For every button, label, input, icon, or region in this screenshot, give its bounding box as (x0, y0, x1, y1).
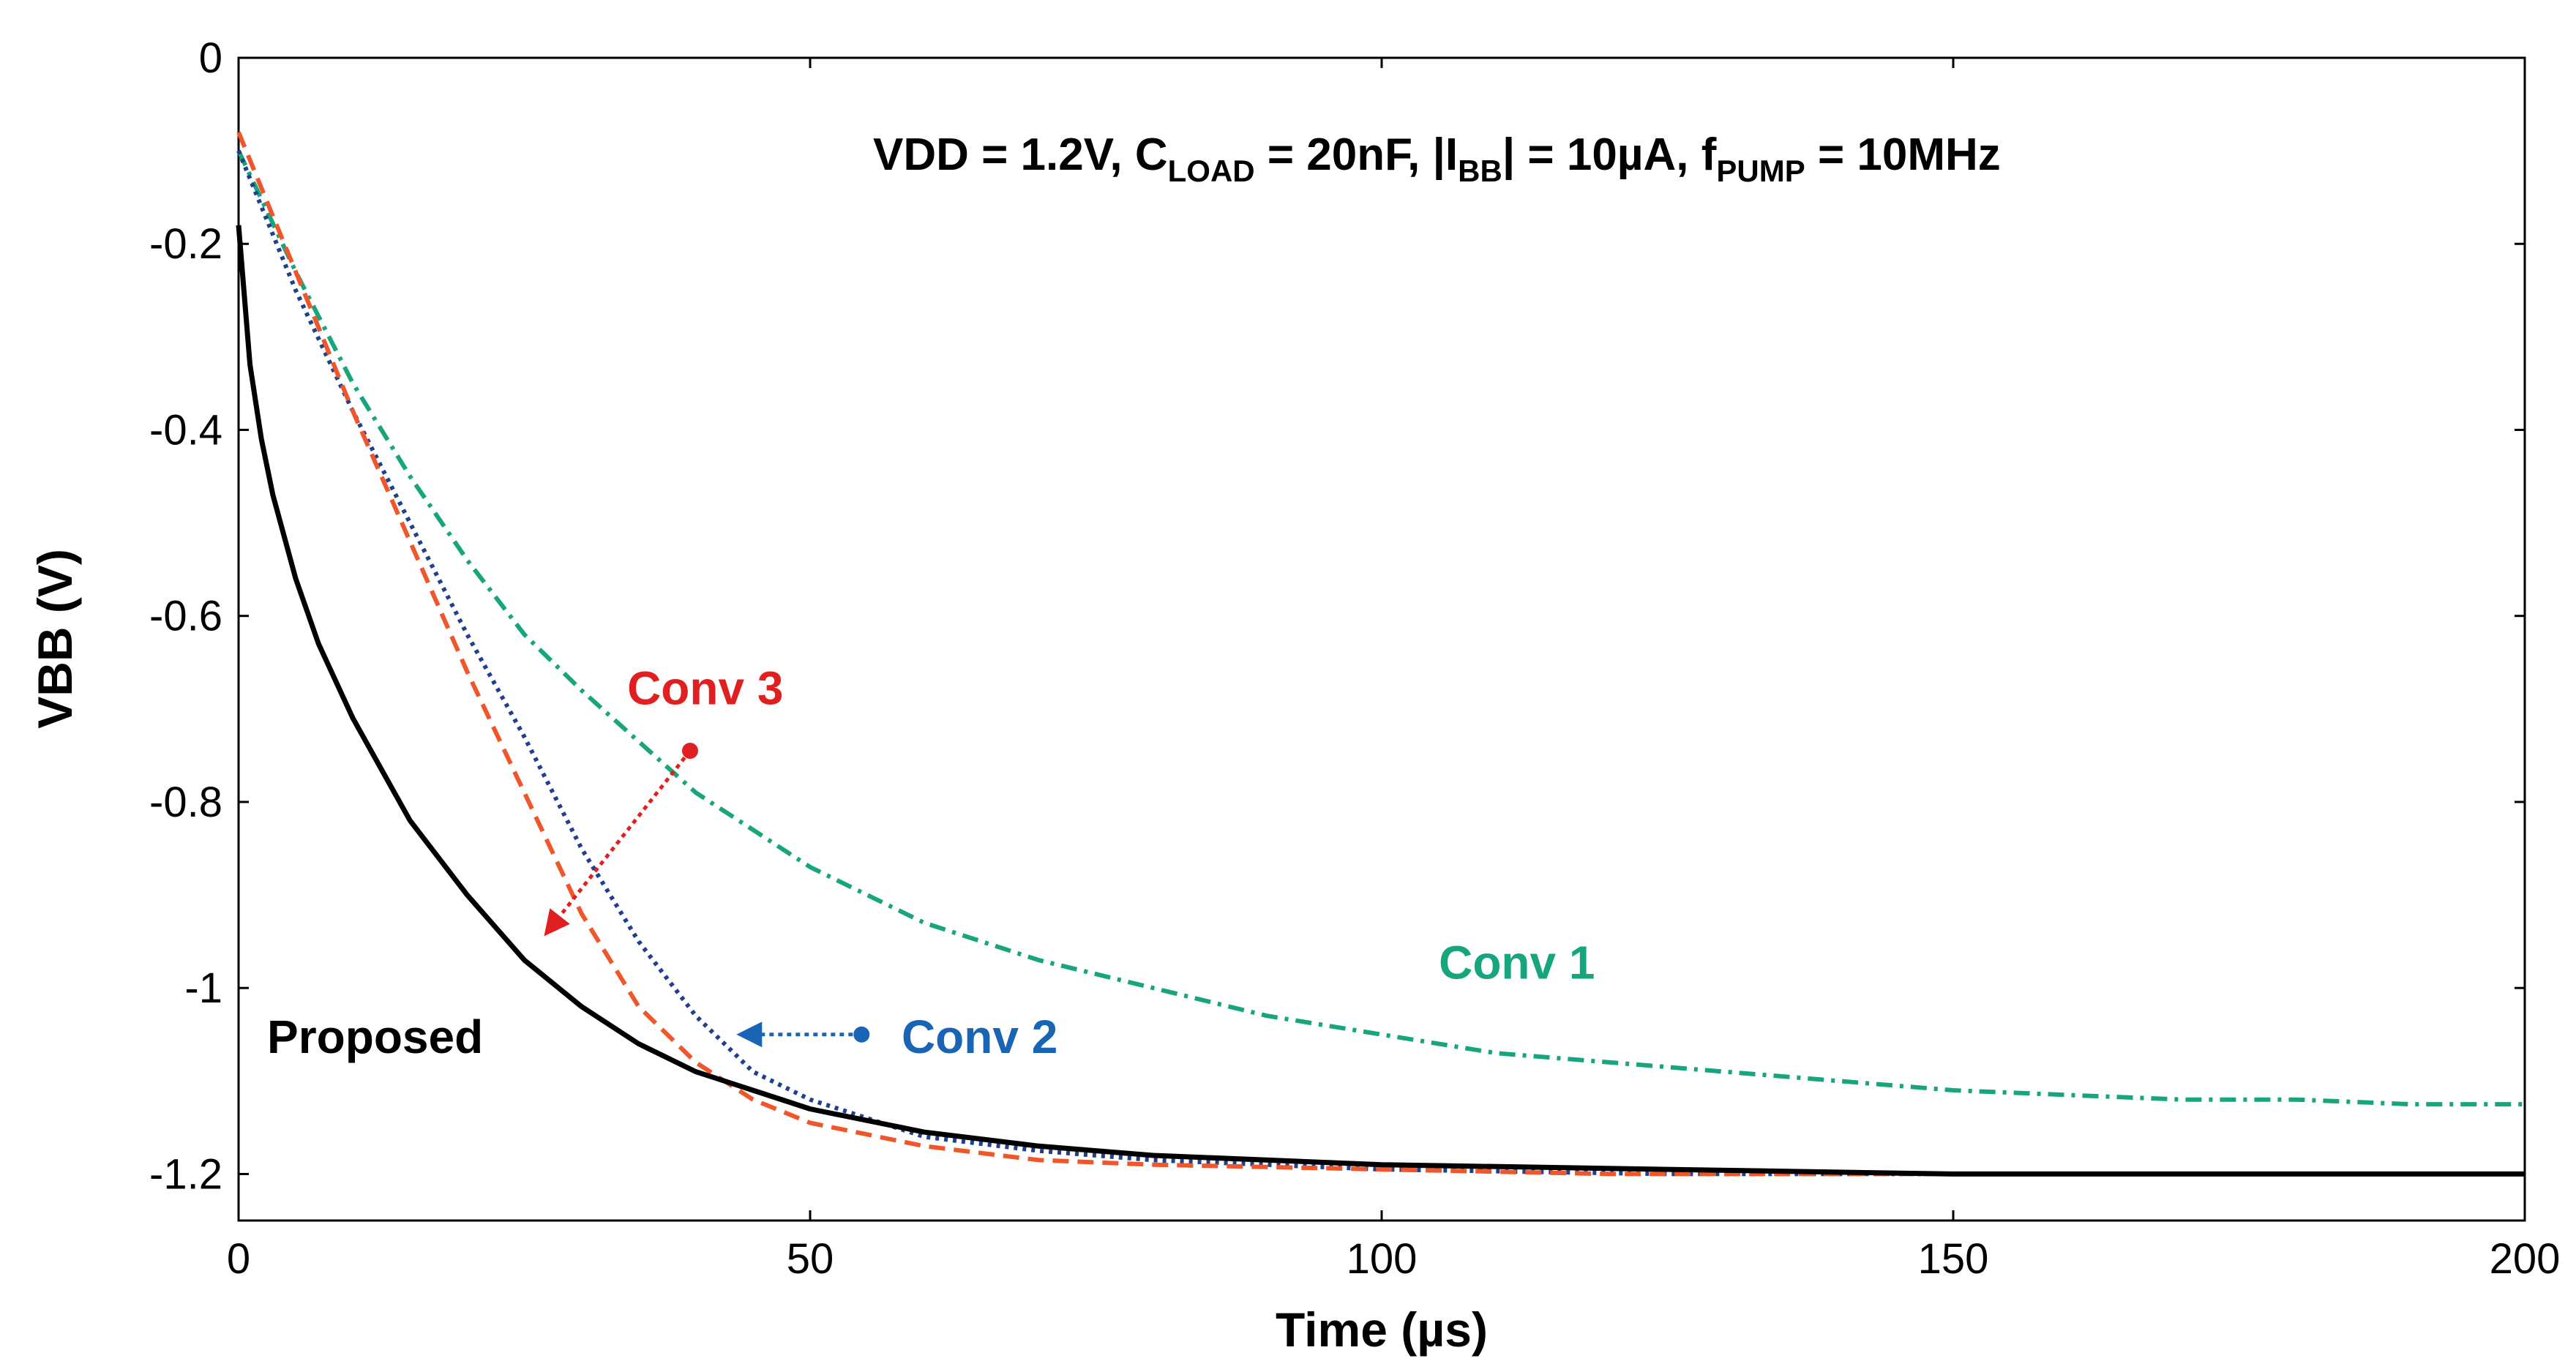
x-tick-label: 200 (2490, 1235, 2561, 1283)
series-line-proposed (236, 225, 2525, 1177)
series-line-conv-2 (236, 149, 2525, 1177)
arrow-layer (544, 743, 870, 1048)
y-tick-label: -0.2 (149, 220, 222, 268)
annotation-part-4: = 10MHz (1805, 130, 2001, 180)
chart-annotation: VDD = 1.2V, CLOAD = 20nF, |IBB| = 10µA, … (873, 130, 2001, 188)
x-tick-label: 100 (1347, 1235, 1418, 1283)
annotation-sub-bb: BB (1458, 154, 1502, 188)
series-label-conv-1: Conv 1 (1439, 936, 1595, 989)
series-line-conv-3 (236, 131, 1953, 1177)
y-tick-label: -1 (184, 964, 222, 1012)
conv3-arrow-origin-dot (681, 743, 698, 760)
y-axis-label: VBB (V) (28, 549, 82, 729)
conv2-arrow-origin-dot (853, 1026, 870, 1043)
series-label-conv-2: Conv 2 (902, 1011, 1057, 1063)
series-label-layer: Proposed Conv 1 Conv 2 Conv 3 (267, 661, 1595, 1063)
x-tick-label: 150 (1918, 1235, 1989, 1283)
y-tick-label: -0.8 (149, 779, 222, 826)
series-label-conv-3: Conv 3 (627, 661, 783, 714)
y-tick-label: -1.2 (149, 1150, 222, 1198)
conv3-arrow (544, 749, 692, 937)
annotation-sub-pump: PUMP (1716, 154, 1805, 188)
annotation-part-1: VDD = 1.2V, C (873, 130, 1168, 180)
x-tick-label: 50 (787, 1235, 834, 1283)
series-line-conv-1 (236, 149, 2525, 1107)
y-tick-label: 0 (199, 34, 222, 82)
plot-frame (237, 56, 2526, 1222)
y-tick-label: -0.4 (149, 406, 222, 454)
y-tick-label: -0.6 (149, 593, 222, 640)
series-label-proposed: Proposed (267, 1011, 483, 1063)
x-tick-label: 0 (227, 1235, 250, 1283)
annotation-sub-load: LOAD (1168, 154, 1255, 188)
annotation-part-2: = 20nF, |I (1255, 130, 1459, 181)
annotation-part-3: | = 10µA, f (1502, 130, 1717, 181)
series-layer (236, 131, 2525, 1177)
x-axis-label: Time (µs) (1276, 1302, 1488, 1357)
tick-layer: 0 50 100 150 200 0 -0.2 -0.4 -0.6 -0.8 -1 -1.2 (149, 34, 2560, 1283)
